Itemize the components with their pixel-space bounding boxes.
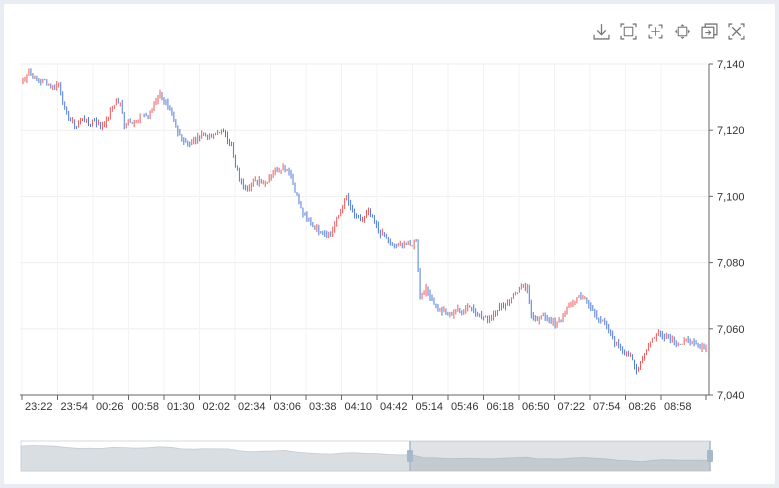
candlestick-series: [22, 68, 707, 375]
fullscreen-icon[interactable]: [669, 17, 696, 45]
x-tick-label: 03:38: [309, 401, 337, 413]
chart-toolbar: [588, 17, 750, 45]
x-tick-label: 23:54: [61, 401, 89, 413]
y-tick-label: 7,100: [717, 191, 745, 203]
zoom-select-icon[interactable]: [615, 17, 642, 45]
zoom-reset-icon[interactable]: [642, 17, 669, 45]
x-tick-label: 00:26: [96, 401, 124, 413]
slider-selection: [410, 441, 710, 471]
x-tick-label: 01:30: [167, 401, 195, 413]
x-tick-label: 00:58: [132, 401, 160, 413]
x-tick-label: 23:22: [25, 401, 53, 413]
x-tick-label: 07:54: [593, 401, 621, 413]
y-tick-label: 7,040: [717, 390, 745, 402]
x-tick-label: 06:18: [487, 401, 515, 413]
y-axis-labels: 7,040 7,060 7,080 7,100 7,120 7,140: [717, 59, 745, 402]
x-tick-label: 05:46: [451, 401, 479, 413]
x-tick-label: 05:14: [416, 401, 444, 413]
x-tick-label: 02:02: [203, 401, 231, 413]
slider-handle[interactable]: [407, 450, 413, 462]
y-tick-label: 7,120: [717, 125, 745, 137]
x-tick-label: 03:06: [274, 401, 302, 413]
grid-lines: [20, 63, 713, 396]
clear-icon[interactable]: [723, 17, 750, 45]
slider-handle[interactable]: [707, 450, 713, 462]
slider-preview-area: [20, 445, 711, 472]
y-tick-label: 7,080: [717, 258, 745, 270]
y-tick-label: 7,060: [717, 324, 745, 336]
download-icon[interactable]: [588, 17, 615, 45]
data-zoom-slider[interactable]: [20, 440, 713, 472]
x-tick-label: 02:34: [238, 401, 266, 413]
x-tick-label: 06:50: [522, 401, 550, 413]
x-axis: 23:22 23:54 00:26 00:58 01:30 02:02 02:34 03:06…: [20, 394, 709, 413]
x-tick-label: 07:22: [558, 401, 586, 413]
x-tick-label: 04:42: [380, 401, 408, 413]
y-tick-label: 7,140: [717, 59, 745, 71]
x-tick-label: 04:10: [345, 401, 373, 413]
chart-panel: [4, 4, 775, 484]
x-tick-label: 08:26: [629, 401, 657, 413]
x-tick-label: 08:58: [664, 401, 692, 413]
restore-icon[interactable]: [696, 17, 723, 45]
